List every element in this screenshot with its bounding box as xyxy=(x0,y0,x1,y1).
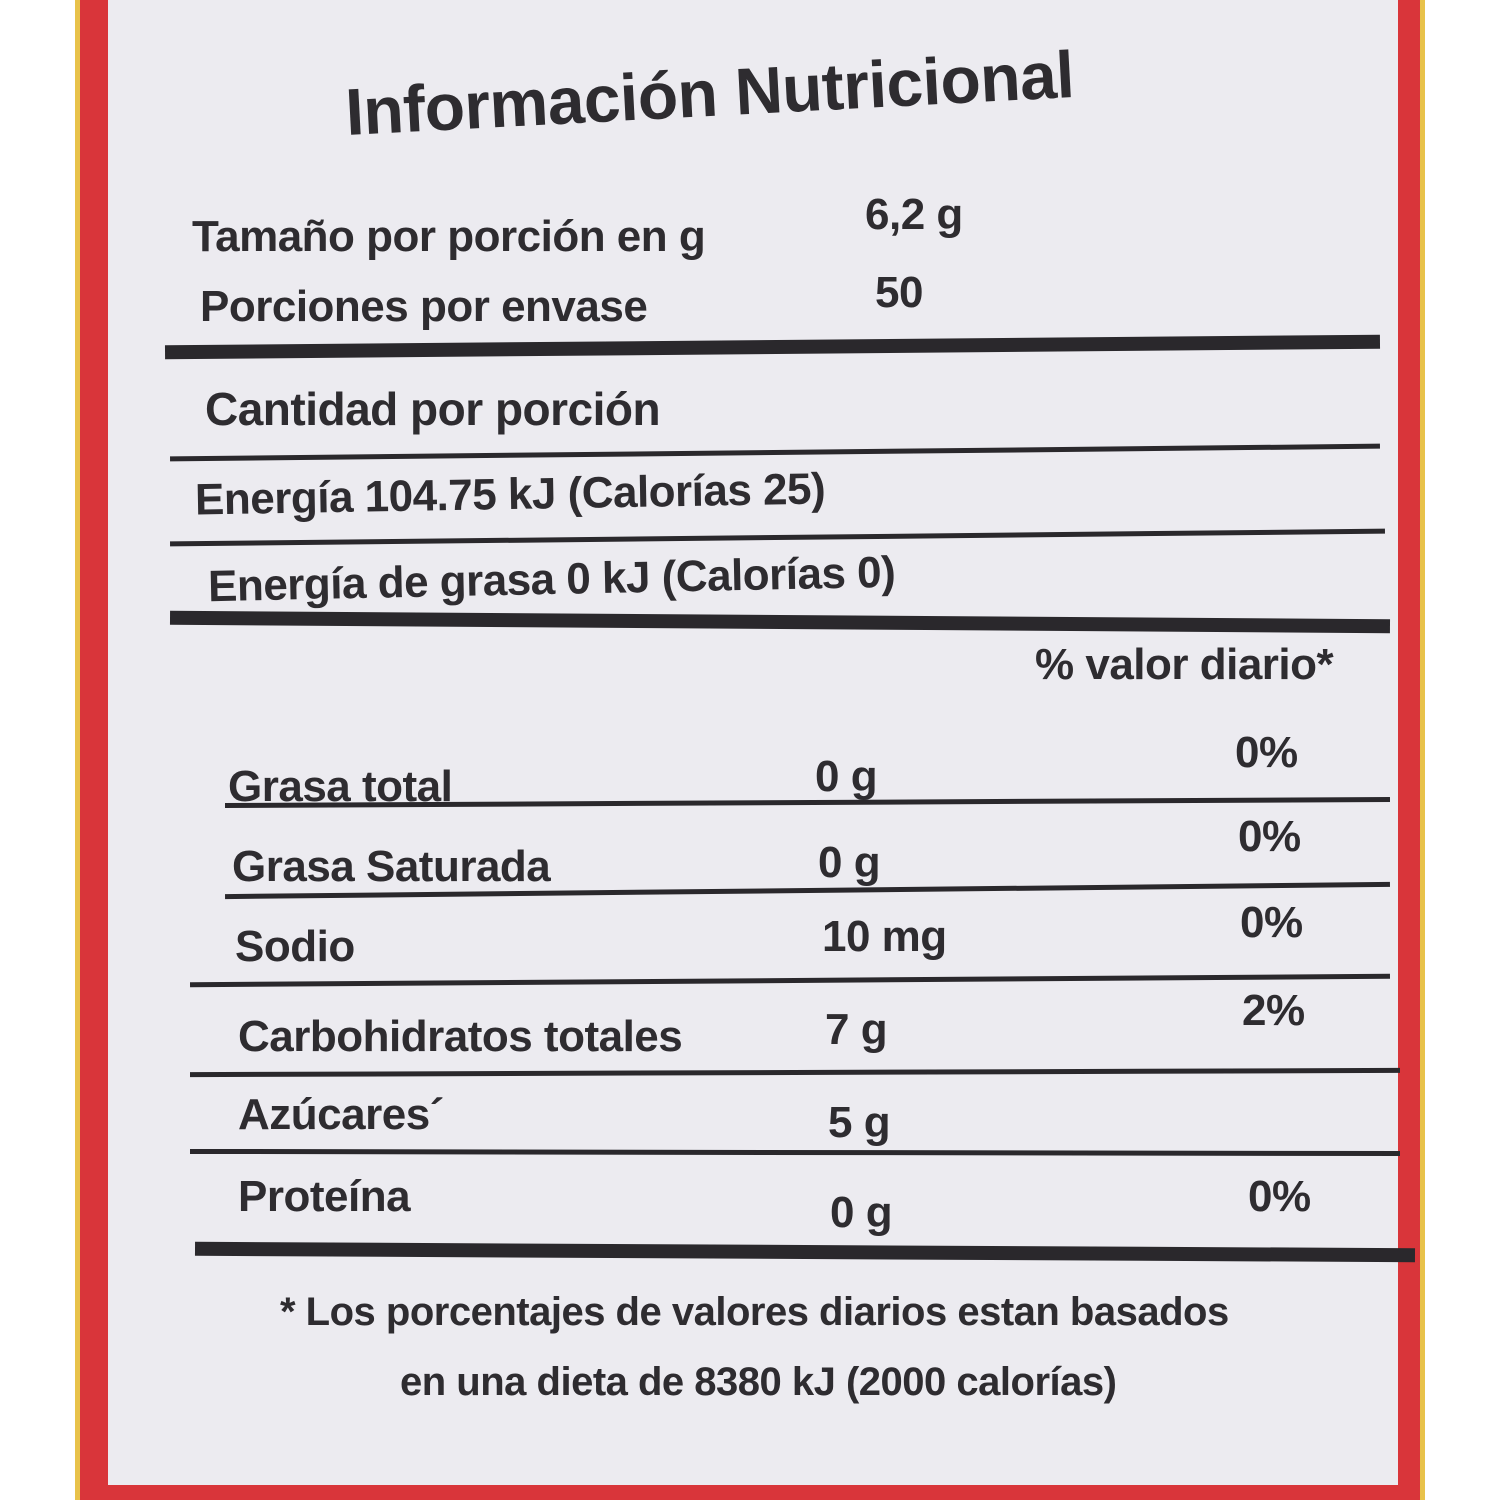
daily-value-header: % valor diario* xyxy=(1035,640,1334,689)
nutrient-amount: 0 g xyxy=(830,1188,893,1237)
nutrient-dv: 2% xyxy=(1242,986,1305,1035)
nutrient-amount: 0 g xyxy=(815,752,878,801)
nutrient-amount: 7 g xyxy=(825,1005,888,1054)
servings-value: 50 xyxy=(875,268,923,317)
nutrient-name: Sodio xyxy=(235,922,355,971)
nutrient-amount: 0 g xyxy=(818,838,881,887)
nutrient-name: Grasa Saturada xyxy=(232,842,551,891)
nutrient-dv: 0% xyxy=(1238,812,1301,861)
nutrient-name: Carbohidratos totales xyxy=(238,1012,683,1061)
footnote-line-1: * Los porcentajes de valores diarios est… xyxy=(280,1290,1229,1334)
nutrient-dv: 0% xyxy=(1248,1172,1311,1221)
nutrient-dv: 0% xyxy=(1235,728,1298,777)
serving-size-label: Tamaño por porción en g xyxy=(192,212,706,261)
nutrition-panel xyxy=(108,0,1398,1485)
serving-size-value: 6,2 g xyxy=(865,190,963,239)
nutrient-amount: 5 g xyxy=(828,1098,891,1147)
nutrient-dv: 0% xyxy=(1240,898,1303,947)
servings-label: Porciones por envase xyxy=(200,282,648,331)
nutrient-amount: 10 mg xyxy=(822,912,947,961)
nutrient-name: Azúcares´ xyxy=(238,1090,444,1139)
footnote-line-2: en una dieta de 8380 kJ (2000 calorías) xyxy=(400,1360,1117,1404)
nutrient-name: Proteína xyxy=(238,1172,411,1221)
amount-per-serving: Cantidad por porción xyxy=(205,383,661,435)
